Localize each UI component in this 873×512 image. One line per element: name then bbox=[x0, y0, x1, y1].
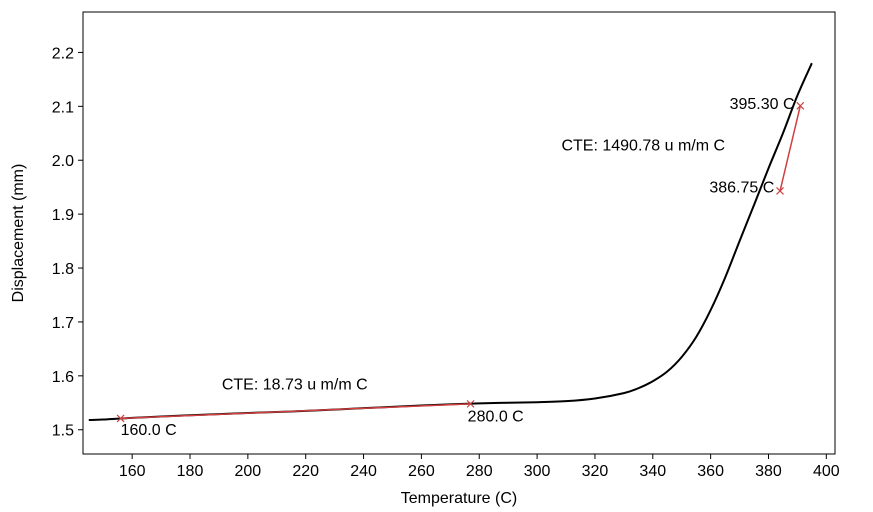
cte-fit-line bbox=[120, 403, 471, 420]
fit-endpoint-marker bbox=[466, 399, 475, 408]
x-tick-label: 360 bbox=[697, 463, 724, 480]
y-axis-label: Displacement (mm) bbox=[10, 164, 27, 303]
y-tick-label: 1.8 bbox=[52, 261, 74, 278]
fit-endpoint-marker bbox=[796, 101, 805, 110]
chart-annotation: 160.0 C bbox=[121, 422, 177, 439]
x-tick-label: 380 bbox=[755, 463, 782, 480]
x-tick-label: 260 bbox=[408, 463, 435, 480]
chart-annotation: CTE: 1490.78 u m/m C bbox=[561, 138, 725, 155]
x-tick-label: 400 bbox=[813, 463, 840, 480]
marker-layer bbox=[116, 101, 805, 423]
y-axis-ticks: 1.5 1.6 1.7 1.8 1.9 2.0 2.1 2.2 bbox=[52, 45, 83, 440]
x-tick-label: 320 bbox=[582, 463, 609, 480]
fit-line-layer bbox=[120, 105, 802, 420]
annotation-layer: CTE: 18.73 u m/m C 160.0 C 280.0 C CTE: 149… bbox=[121, 96, 795, 439]
fit-endpoint-marker bbox=[116, 414, 125, 423]
x-tick-label: 340 bbox=[639, 463, 666, 480]
chart-annotation: 386.75 C bbox=[709, 180, 774, 197]
y-tick-label: 2.1 bbox=[52, 99, 74, 116]
x-tick-label: 200 bbox=[235, 463, 262, 480]
x-axis-ticks: 160 180 200 220 240 260 280 300 320 340 360 380 400 bbox=[119, 454, 840, 480]
fit-endpoint-marker bbox=[776, 187, 784, 195]
x-tick-label: 280 bbox=[466, 463, 493, 480]
x-tick-label: 220 bbox=[292, 463, 319, 480]
y-tick-label: 1.9 bbox=[52, 207, 74, 224]
x-tick-label: 240 bbox=[350, 463, 377, 480]
chart-annotation: CTE: 18.73 u m/m C bbox=[222, 376, 368, 393]
plot-area bbox=[82, 11, 836, 455]
x-tick-label: 160 bbox=[119, 463, 146, 480]
chart-annotation: 395.30 C bbox=[730, 96, 795, 113]
y-tick-label: 1.6 bbox=[52, 369, 74, 386]
chart-annotation: 280.0 C bbox=[468, 409, 524, 426]
x-tick-label: 180 bbox=[177, 463, 204, 480]
cte-fit-line bbox=[779, 105, 802, 192]
y-tick-label: 2.0 bbox=[52, 153, 74, 170]
y-tick-label: 2.2 bbox=[52, 45, 74, 62]
x-tick-label: 300 bbox=[524, 463, 551, 480]
y-tick-label: 1.5 bbox=[52, 423, 74, 440]
y-tick-label: 1.7 bbox=[52, 315, 74, 332]
x-axis-label: Temperature (C) bbox=[401, 490, 517, 507]
